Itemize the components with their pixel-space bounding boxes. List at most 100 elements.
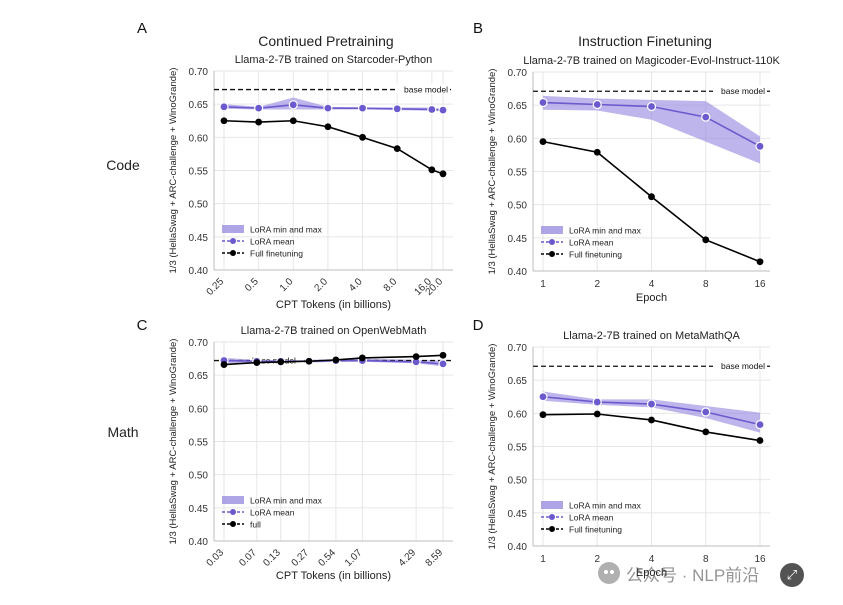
legend-label: LoRA mean [250, 508, 295, 518]
y-tick-label: 0.40 [189, 537, 209, 548]
legend-swatch-marker [230, 521, 236, 527]
x-tick-label: 0.03 [205, 547, 227, 569]
full-finetuning-point [412, 353, 420, 360]
panel-title: Llama-2-7B trained on OpenWebMath [241, 325, 427, 337]
y-tick-label: 0.55 [508, 168, 528, 179]
panel-b: 0.40 0.45 0.50 0.55 0.60 0.65 0.70 1 2 4 8 16 Llama-… [487, 55, 780, 304]
lora-mean-point [219, 102, 229, 112]
legend-swatch-marker [230, 509, 236, 515]
full-finetuning-point [393, 145, 401, 153]
panel-d: 0.40 0.45 0.50 0.55 0.60 0.65 0.70 1 2 4 8 16 Llama-… [487, 330, 770, 579]
y-tick-label: 0.65 [508, 376, 528, 387]
y-axis-label: 1/3 (HellaSwag + ARC-challenge + WinoGra… [168, 339, 179, 545]
legend-swatch-band [541, 226, 563, 234]
x-tick-label: 4 [649, 279, 655, 290]
lora-mean-point [538, 97, 548, 108]
full-finetuning-line [223, 119, 444, 175]
y-tick-label: 0.70 [189, 338, 209, 349]
wechat-icon [598, 562, 620, 584]
legend-label: LoRA mean [569, 238, 614, 248]
y-tick-label: 0.70 [189, 67, 209, 78]
legend-label: LoRA min and max [250, 496, 323, 506]
panel-c: 0.40 0.45 0.50 0.55 0.60 0.65 0.70 0.03 0.07 0.13… [168, 325, 453, 582]
base-model-label-bg [396, 83, 450, 94]
legend-swatch-marker [549, 526, 555, 532]
panel-a: 0.40 0.45 0.50 0.55 0.60 0.65 0.70 0.25 0.5 1.0 2.… [168, 54, 453, 311]
resize-icon[interactable]: ⤢ [780, 563, 804, 587]
full-finetuning-point [220, 117, 228, 125]
col-title-instruction-finetuning: Instruction Finetuning [578, 33, 712, 49]
full-finetuning-point [593, 410, 601, 418]
lora-mean-line [223, 104, 444, 111]
legend-swatch-marker [230, 238, 236, 244]
y-tick-label: 0.45 [508, 234, 528, 245]
lora-mean-point [288, 100, 298, 110]
full-finetuning-point [593, 148, 601, 156]
panel-title: Llama-2-7B trained on Magicoder-Evol-Ins… [523, 55, 780, 67]
y-tick-label: 0.70 [508, 343, 528, 354]
base-model-label: base model [404, 85, 448, 95]
full-finetuning-point [439, 170, 447, 178]
full-finetuning-point [305, 357, 313, 365]
y-tick-label: 0.50 [189, 200, 209, 211]
x-tick-label: 4 [649, 554, 655, 565]
y-tick-label: 0.70 [508, 68, 528, 79]
y-tick-label: 0.60 [189, 133, 209, 144]
y-tick-label: 0.40 [508, 267, 528, 278]
x-tick-label: 1 [540, 554, 546, 565]
full-finetuning-point [702, 428, 710, 436]
base-model-label: base model [721, 86, 765, 96]
x-tick-label: 1.07 [343, 547, 365, 569]
y-tick-label: 0.55 [189, 167, 209, 178]
watermark: 公众号 · NLP前沿 [598, 560, 759, 586]
legend-label: LoRA mean [250, 237, 295, 247]
y-tick-label: 0.40 [189, 266, 209, 277]
base-model-label-bg [713, 360, 767, 371]
full-finetuning-point [756, 258, 764, 266]
panel-title: Llama-2-7B trained on Starcoder-Python [235, 54, 433, 66]
lora-mean-point [254, 103, 264, 113]
legend-swatch-marker [549, 251, 555, 257]
lora-mean-point [592, 99, 602, 110]
lora-mean-point [357, 103, 368, 113]
lora-mean-point [646, 101, 657, 112]
lora-mean-point [755, 420, 765, 430]
x-tick-label: 0.13 [261, 547, 283, 569]
panel-letter-b: B [473, 20, 483, 37]
y-tick-label: 0.60 [508, 409, 528, 420]
row-label-code: Code [106, 157, 140, 173]
lora-mean-point [701, 407, 711, 417]
legend-label: Full finetuning [569, 525, 622, 535]
y-tick-label: 0.50 [508, 201, 528, 212]
y-axis-label: 1/3 (HellaSwag + ARC-challenge + WinoGra… [168, 68, 179, 274]
legend-swatch-marker [549, 239, 555, 245]
x-axis-label: Epoch [636, 292, 667, 304]
lora-mean-point [538, 392, 548, 402]
y-axis-label: 1/3 (HellaSwag + ARC-challenge + WinoGra… [487, 344, 498, 550]
legend-swatch-marker [549, 514, 555, 520]
x-tick-label: 8 [703, 554, 709, 565]
panel-letter-c: C [137, 317, 148, 334]
x-tick-label: 2 [594, 554, 600, 565]
legend-label: LoRA min and max [250, 225, 323, 235]
full-finetuning-point [648, 416, 655, 424]
row-label-math: Math [107, 424, 138, 440]
legend-label: LoRA min and max [569, 501, 642, 511]
full-finetuning-point [277, 358, 285, 366]
base-model-label-bg [713, 85, 767, 96]
full-finetuning-point [324, 123, 332, 131]
x-tick-label: 0.25 [205, 276, 227, 298]
y-tick-label: 0.65 [508, 101, 528, 112]
lora-mean-point [392, 104, 402, 114]
full-finetuning-point [756, 437, 764, 444]
panel-letter-d: D [473, 317, 484, 334]
lora-mean-point [323, 103, 333, 113]
full-finetuning-line [223, 354, 444, 366]
full-finetuning-point [359, 133, 366, 141]
x-tick-label: 0.54 [316, 547, 338, 569]
full-finetuning-point [539, 411, 547, 419]
y-tick-label: 0.50 [189, 471, 209, 482]
full-finetuning-point [439, 351, 447, 359]
x-tick-label: 8.0 [382, 276, 400, 294]
